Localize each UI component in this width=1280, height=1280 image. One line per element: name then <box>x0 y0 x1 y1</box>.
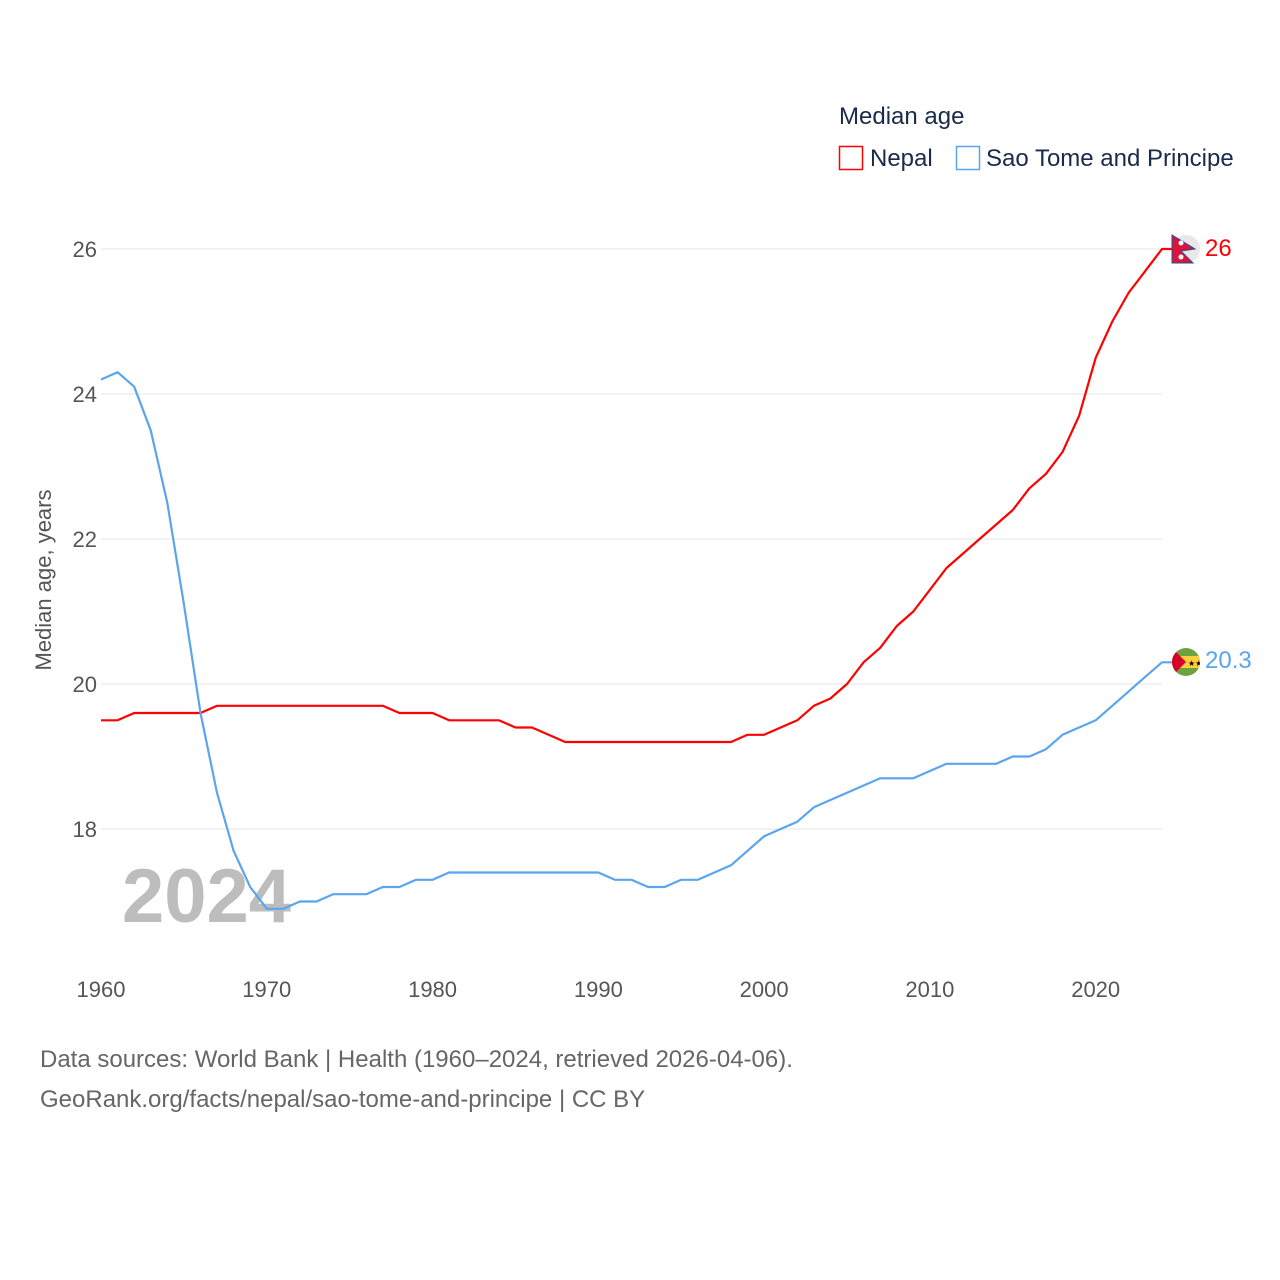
y-tick-label: 20 <box>73 672 97 697</box>
attribution-link[interactable]: GeoRank.org/facts/nepal/sao-tome-and-pri… <box>40 1086 646 1113</box>
legend-title: Median age <box>839 103 964 130</box>
x-tick-label: 1960 <box>77 977 126 1002</box>
end-label-sao-tome: 20.3 <box>1205 647 1252 674</box>
x-tick-label: 1970 <box>242 977 291 1002</box>
legend-swatch-sao-tome <box>955 145 981 171</box>
svg-text:★★: ★★ <box>1188 659 1202 668</box>
legend-label-sao-tome: Sao Tome and Principe <box>986 145 1234 172</box>
nepal-flag-icon <box>1171 234 1200 264</box>
legend-item-sao-tome[interactable]: Sao Tome and Principe <box>955 145 1234 172</box>
y-tick-label: 18 <box>73 817 97 842</box>
x-tick-label: 1990 <box>574 977 623 1002</box>
legend-label-nepal: Nepal <box>870 145 933 172</box>
y-tick-label: 22 <box>73 527 97 552</box>
sao-tome-flag-icon: ★★ <box>1172 648 1202 676</box>
x-tick-label: 2000 <box>740 977 789 1002</box>
series-line-sao-tome <box>100 371 1172 910</box>
legend-item-nepal[interactable]: Nepal <box>838 145 933 172</box>
x-tick-label: 1980 <box>408 977 457 1002</box>
y-tick-label: 26 <box>73 237 97 262</box>
y-axis-label: Median age, years <box>31 490 56 671</box>
x-tick-label: 2020 <box>1071 977 1120 1002</box>
series-line-nepal <box>101 247 1172 744</box>
y-tick-label: 24 <box>73 382 97 407</box>
year-watermark: 2024 <box>122 854 291 939</box>
legend-swatch-nepal <box>838 145 864 171</box>
end-label-nepal: 26 <box>1205 235 1232 262</box>
data-source-note: Data sources: World Bank | Health (1960–… <box>40 1046 793 1073</box>
x-tick-label: 2010 <box>905 977 954 1002</box>
